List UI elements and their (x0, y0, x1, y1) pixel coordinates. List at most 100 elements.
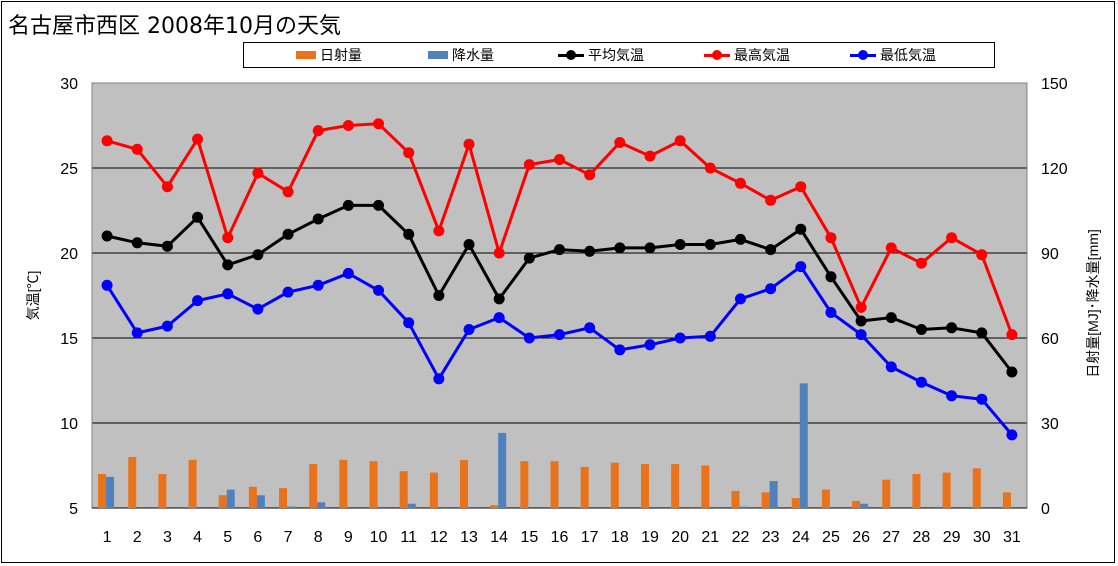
y2-tick-label: 30 (1041, 416, 1059, 433)
point-max (584, 169, 596, 181)
x-tick-label: 15 (520, 529, 538, 546)
legend-item-min: 最低気温 (850, 45, 936, 65)
bar-solar (610, 462, 619, 508)
point-min (795, 261, 807, 273)
point-max (161, 181, 173, 193)
bar-solar (882, 479, 891, 508)
legend-item-avg: 平均気温 (558, 45, 644, 65)
x-tick-label: 3 (163, 529, 172, 546)
chart-title: 名古屋市西区 2008年10月の天気 (8, 14, 341, 39)
point-min (976, 393, 988, 405)
point-avg (734, 233, 746, 245)
x-tick-label: 26 (852, 529, 870, 546)
point-min (855, 329, 867, 341)
x-tick-label: 9 (344, 529, 353, 546)
point-avg (674, 239, 686, 250)
point-max (222, 232, 234, 244)
bar-solar (912, 474, 921, 508)
legend: 日射量 降水量 平均気温 最高気温 最低気温 (243, 42, 995, 68)
point-max (342, 120, 354, 131)
x-tick-label: 18 (611, 529, 629, 546)
legend-swatch-solar (296, 51, 316, 59)
point-avg (131, 237, 143, 249)
x-tick-label: 21 (701, 529, 719, 546)
x-tick-label: 31 (1003, 529, 1021, 546)
legend-item-solar: 日射量 (296, 45, 362, 65)
x-tick-label: 1 (103, 529, 112, 546)
legend-swatch-min (850, 49, 876, 61)
x-tick-label: 25 (822, 529, 840, 546)
point-max (795, 181, 807, 193)
point-avg (765, 244, 777, 256)
point-avg (252, 249, 264, 261)
bar-solar (852, 500, 861, 508)
x-tick-label: 10 (370, 529, 388, 546)
y2-tick-label: 150 (1041, 76, 1068, 93)
x-tick-label: 4 (193, 529, 202, 546)
bar-solar (520, 461, 529, 508)
bar-solar (429, 472, 438, 508)
point-min (584, 322, 596, 334)
point-max (523, 159, 535, 171)
bar-solar (490, 505, 499, 508)
point-max (674, 135, 686, 147)
x-tick-label: 8 (314, 529, 323, 546)
x-tick-label: 30 (973, 529, 991, 546)
point-avg (825, 271, 837, 283)
legend-item-precip: 降水量 (428, 45, 494, 65)
y-tick-label: 30 (60, 76, 78, 93)
legend-label-avg: 平均気温 (588, 48, 644, 64)
point-min (946, 390, 958, 402)
x-tick-label: 11 (400, 529, 417, 546)
bar-precip (769, 481, 778, 508)
bar-solar (369, 461, 378, 508)
bar-solar (731, 491, 740, 508)
y2-tick-label: 0 (1041, 501, 1050, 518)
x-tick-label: 23 (762, 529, 780, 546)
x-tick-label: 27 (882, 529, 900, 546)
point-min (373, 284, 385, 296)
legend-item-max: 最高気温 (704, 45, 790, 65)
bar-solar (671, 464, 680, 508)
point-min (734, 293, 746, 305)
bar-solar (640, 464, 649, 508)
x-tick-label: 12 (430, 529, 448, 546)
point-min (885, 361, 897, 373)
point-max (463, 138, 475, 150)
bar-precip (739, 506, 748, 508)
point-avg (463, 239, 475, 250)
bar-solar (218, 495, 227, 508)
bar-precip (106, 476, 115, 508)
point-max (1006, 329, 1018, 341)
x-tick-label: 19 (641, 529, 659, 546)
bar-precip (860, 503, 869, 508)
point-max (282, 186, 294, 198)
point-avg (976, 327, 988, 339)
x-tick-label: 29 (943, 529, 961, 546)
x-tick-label: 17 (581, 529, 599, 546)
y-tick-label: 15 (60, 331, 78, 348)
point-avg (855, 315, 867, 327)
point-min (523, 332, 535, 344)
point-max (855, 301, 867, 313)
bar-solar (761, 492, 770, 508)
point-min (161, 320, 173, 332)
x-tick-label: 13 (460, 529, 478, 546)
bar-solar (98, 474, 107, 508)
bar-solar (399, 471, 408, 508)
point-max (101, 135, 113, 147)
point-max (704, 162, 716, 174)
point-avg (1006, 366, 1018, 378)
plot-area (91, 82, 1028, 509)
bar-solar (248, 486, 257, 508)
bar-precip (407, 503, 416, 508)
point-max (946, 232, 958, 244)
y-tick-label: 10 (60, 416, 78, 433)
bar-solar (279, 488, 288, 508)
legend-swatch-max (704, 49, 730, 61)
point-min (1006, 429, 1018, 441)
y2-tick-label: 120 (1041, 161, 1068, 178)
point-min (674, 332, 686, 344)
point-min (342, 267, 354, 279)
point-avg (101, 230, 113, 242)
